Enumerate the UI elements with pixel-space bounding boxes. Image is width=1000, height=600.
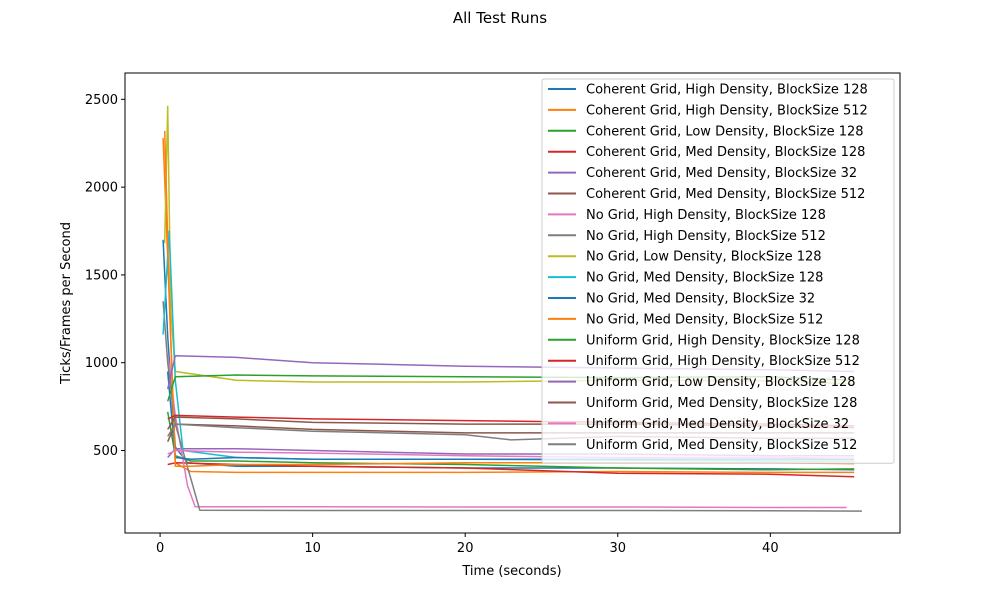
y-tick-label: 1500 [85,268,118,283]
legend-label: Uniform Grid, High Density, BlockSize 12… [586,333,860,348]
y-tick-label: 2500 [85,93,118,108]
legend-label: Uniform Grid, Med Density, BlockSize 32 [586,417,849,432]
legend-label: Coherent Grid, High Density, BlockSize 5… [586,103,868,118]
legend-label: Uniform Grid, Low Density, BlockSize 128 [586,375,856,390]
x-tick-label: 0 [156,541,164,556]
series-line-4 [167,462,855,478]
legend-label: No Grid, Low Density, BlockSize 128 [586,250,822,265]
legend-label: Uniform Grid, Med Density, BlockSize 512 [586,438,857,453]
legend-label: Coherent Grid, Med Density, BlockSize 32 [586,166,857,181]
series-line-8 [162,301,862,512]
x-tick-label: 10 [304,541,321,556]
y-tick-label: 1000 [85,356,118,371]
legend-label: No Grid, High Density, BlockSize 128 [586,208,826,223]
legend: Coherent Grid, High Density, BlockSize 1… [541,78,895,464]
x-tick-label: 30 [609,541,626,556]
plot-frame [124,72,901,534]
legend-label: Uniform Grid, High Density, BlockSize 51… [586,354,860,369]
legend-label: Coherent Grid, Med Density, BlockSize 12… [586,145,865,160]
x-axis-title: Time (seconds) [461,564,561,579]
legend-label: Coherent Grid, Med Density, BlockSize 51… [586,187,865,202]
legend-label: No Grid, High Density, BlockSize 512 [586,229,826,244]
legend-box [541,78,895,464]
legend-label: Uniform Grid, Med Density, BlockSize 128 [586,396,857,411]
chart-title: All Test Runs [453,9,547,27]
legend-label: No Grid, Med Density, BlockSize 128 [586,271,823,286]
x-tick-label: 40 [762,541,779,556]
legend-label: Coherent Grid, Low Density, BlockSize 12… [586,124,864,139]
legend-label: Coherent Grid, High Density, BlockSize 1… [586,83,868,98]
y-axis: 500 1000 1500 2000 2500 [85,93,125,459]
legend-label: No Grid, Med Density, BlockSize 32 [586,292,815,307]
x-axis: 0 10 20 30 40 [156,533,779,556]
y-tick-label: 500 [93,444,118,459]
x-tick-label: 20 [457,541,474,556]
y-axis-title: Ticks/Frames per Second [59,222,74,385]
y-tick-label: 2000 [85,181,118,196]
legend-label: No Grid, Med Density, BlockSize 512 [586,312,823,327]
